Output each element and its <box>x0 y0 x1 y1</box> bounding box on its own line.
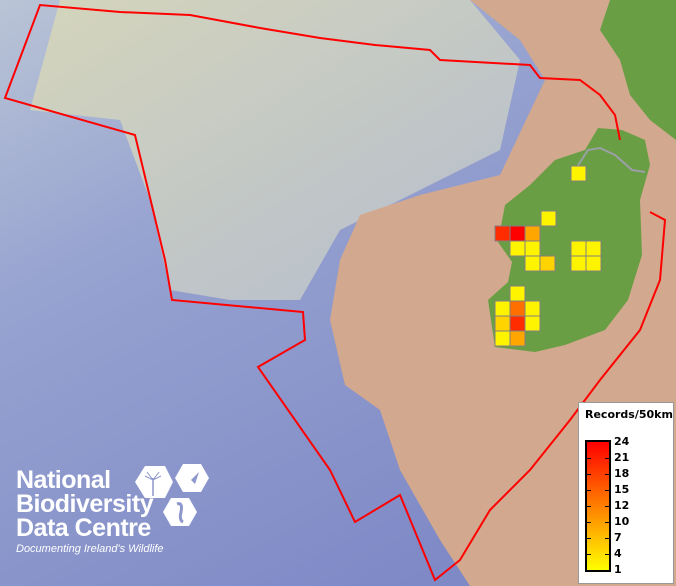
record-cell[interactable] <box>524 315 541 332</box>
record-cell[interactable] <box>494 300 511 317</box>
legend-tick <box>587 522 591 523</box>
legend-tick <box>605 490 609 491</box>
record-cell[interactable] <box>509 240 526 257</box>
record-cell[interactable] <box>585 240 602 257</box>
legend-label: 21 <box>614 451 630 464</box>
record-cell[interactable] <box>509 300 526 317</box>
legend-label: 24 <box>614 435 630 448</box>
legend-title: Records/50km <box>585 408 673 421</box>
record-cell[interactable] <box>494 225 511 242</box>
scotland-land <box>600 0 676 140</box>
legend-label: 18 <box>614 467 630 480</box>
record-cell[interactable] <box>494 330 511 347</box>
record-cell[interactable] <box>540 210 557 227</box>
eez-boundary <box>3 3 667 582</box>
record-cell[interactable] <box>539 255 556 272</box>
legend-tick <box>605 554 609 555</box>
record-cell[interactable] <box>524 300 541 317</box>
legend-color-ramp <box>585 440 611 572</box>
legend-tick <box>587 474 591 475</box>
record-cell[interactable] <box>524 255 541 272</box>
record-cell[interactable] <box>509 315 526 332</box>
record-cell[interactable] <box>570 165 587 182</box>
northern-ireland-border <box>574 146 646 173</box>
logo-line-1: National <box>16 466 111 494</box>
record-cell[interactable] <box>524 240 541 257</box>
legend-label: 1 <box>614 563 622 576</box>
record-cell[interactable] <box>585 255 602 272</box>
record-cell[interactable] <box>509 330 526 347</box>
record-cells <box>494 165 602 347</box>
legend-label: 12 <box>614 499 630 512</box>
legend-tick <box>587 506 591 507</box>
legend: Records/50km 24 21 18 15 12 10 7 4 1 <box>578 402 674 584</box>
record-cell[interactable] <box>509 225 526 242</box>
logo-hexagons-icon <box>135 464 209 526</box>
nbdc-logo: National Biodiversity Data Centre Docume… <box>16 466 164 556</box>
record-cell[interactable] <box>524 225 541 242</box>
record-cell[interactable] <box>570 255 587 272</box>
legend-label: 10 <box>614 515 630 528</box>
logo-line-2: Biodiversity <box>16 490 154 518</box>
legend-tick <box>587 554 591 555</box>
legend-tick <box>587 490 591 491</box>
legend-tick <box>587 458 591 459</box>
legend-tick <box>605 474 609 475</box>
record-cell[interactable] <box>570 240 587 257</box>
legend-tick <box>605 538 609 539</box>
record-cell[interactable] <box>494 315 511 332</box>
legend-label: 7 <box>614 531 622 544</box>
legend-label: 4 <box>614 547 622 560</box>
legend-tick <box>587 538 591 539</box>
legend-tick <box>605 522 609 523</box>
logo-line-3: Data Centre <box>16 514 151 542</box>
legend-label: 15 <box>614 483 630 496</box>
porcupine-bank <box>30 0 520 300</box>
record-cell[interactable] <box>509 285 526 302</box>
logo-tagline: Documenting Ireland's Wildlife <box>16 543 164 555</box>
legend-tick <box>605 506 609 507</box>
legend-tick <box>605 458 609 459</box>
ireland-land <box>488 128 650 352</box>
